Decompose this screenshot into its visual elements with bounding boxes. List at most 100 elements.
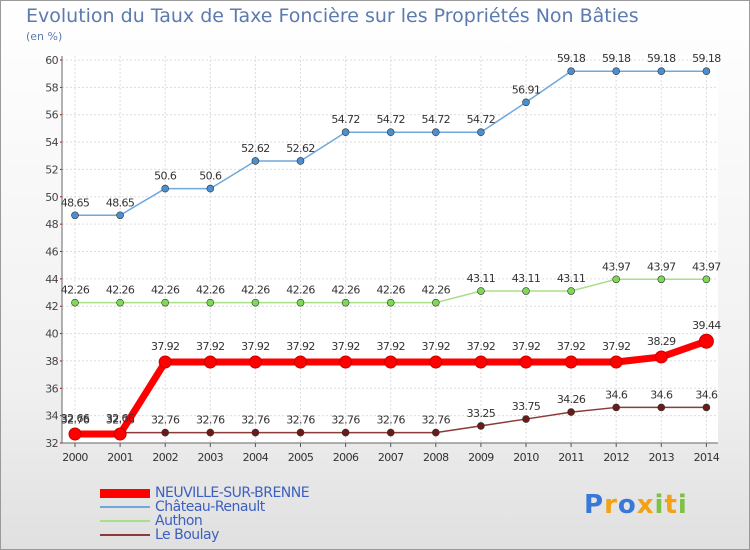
data-point-chateau-renault xyxy=(431,128,440,137)
data-point-authon xyxy=(161,298,169,307)
data-point-authon xyxy=(386,298,395,307)
x-tick-label: 2007 xyxy=(378,451,404,464)
data-label-authon: 42.26 xyxy=(331,284,360,297)
y-tick-label: 42 xyxy=(45,300,58,313)
data-label-authon: 42.26 xyxy=(422,284,451,297)
data-label-authon: 43.11 xyxy=(512,272,541,285)
data-point-authon xyxy=(522,287,530,295)
data-label-chateau-renault: 59.18 xyxy=(647,52,676,65)
data-point-le-boulay xyxy=(702,403,711,412)
data-point-neuville-sur-brenne xyxy=(68,427,82,441)
legend-swatch-chateau-renault xyxy=(100,506,150,508)
data-label-chateau-renault: 54.72 xyxy=(467,113,496,126)
data-point-authon xyxy=(341,298,350,307)
data-point-chateau-renault xyxy=(161,184,169,193)
data-point-authon xyxy=(657,275,666,284)
data-point-le-boulay xyxy=(522,415,530,423)
data-label-authon: 43.97 xyxy=(647,260,676,273)
data-point-chateau-renault xyxy=(386,128,395,137)
data-point-neuville-sur-brenne xyxy=(203,355,217,369)
data-point-le-boulay xyxy=(612,403,621,412)
x-tick-label: 2012 xyxy=(603,451,629,464)
data-label-chateau-renault: 52.62 xyxy=(241,142,270,155)
data-label-neuville-sur-brenne: 37.92 xyxy=(467,340,496,353)
data-label-authon: 42.26 xyxy=(106,284,135,297)
data-label-neuville-sur-brenne: 37.92 xyxy=(422,340,451,353)
data-label-chateau-renault: 50.6 xyxy=(154,170,177,183)
data-label-chateau-renault: 56.91 xyxy=(512,83,541,96)
y-tick-label: 46 xyxy=(45,246,58,259)
data-point-neuville-sur-brenne xyxy=(158,355,172,369)
data-label-neuville-sur-brenne: 38.29 xyxy=(647,335,676,348)
data-point-neuville-sur-brenne xyxy=(429,355,443,369)
data-point-le-boulay xyxy=(251,428,260,437)
data-label-neuville-sur-brenne: 37.92 xyxy=(557,340,586,353)
data-point-chateau-renault xyxy=(71,211,79,220)
data-point-neuville-sur-brenne xyxy=(698,333,714,349)
data-label-authon: 43.97 xyxy=(692,260,721,273)
data-point-chateau-renault xyxy=(251,157,260,165)
data-label-chateau-renault: 59.18 xyxy=(602,52,631,65)
data-point-authon xyxy=(702,275,711,284)
data-label-le-boulay: 32.76 xyxy=(196,414,225,427)
x-tick-label: 2009 xyxy=(468,451,494,464)
data-point-neuville-sur-brenne xyxy=(609,355,623,369)
data-point-chateau-renault xyxy=(341,128,350,137)
data-label-le-boulay: 34.6 xyxy=(695,388,718,401)
x-tick-label: 2004 xyxy=(243,451,269,464)
data-point-authon xyxy=(567,287,575,295)
x-tick-label: 2000 xyxy=(62,451,88,464)
data-label-le-boulay: 32.76 xyxy=(151,414,180,427)
data-point-le-boulay xyxy=(431,428,440,437)
data-point-authon xyxy=(477,287,485,295)
data-label-chateau-renault: 52.62 xyxy=(286,142,315,155)
proxiti-logo: Proxiti xyxy=(584,490,688,520)
legend-label: Authon xyxy=(155,513,203,529)
y-tick-label: 48 xyxy=(45,218,58,231)
legend-label: Château-Renault xyxy=(155,499,265,515)
data-point-authon xyxy=(612,275,621,284)
data-point-neuville-sur-brenne xyxy=(564,355,578,369)
data-point-le-boulay xyxy=(386,428,395,437)
y-tick-label: 50 xyxy=(45,191,58,204)
x-tick-label: 2003 xyxy=(197,451,223,464)
data-point-neuville-sur-brenne xyxy=(248,355,262,369)
legend-label: Le Boulay xyxy=(155,527,219,543)
x-tick-label: 2010 xyxy=(513,451,539,464)
data-point-le-boulay xyxy=(477,422,485,430)
data-label-authon: 42.26 xyxy=(196,284,225,297)
data-label-neuville-sur-brenne: 37.92 xyxy=(241,340,270,353)
data-label-le-boulay: 34.26 xyxy=(557,393,586,406)
data-point-neuville-sur-brenne xyxy=(654,350,668,364)
data-point-chateau-renault xyxy=(657,67,666,76)
data-point-authon xyxy=(71,298,79,307)
data-label-chateau-renault: 54.72 xyxy=(376,113,405,126)
x-tick-label: 2014 xyxy=(694,451,720,464)
y-tick-label: 44 xyxy=(45,273,58,286)
y-tick-label: 38 xyxy=(45,355,58,368)
data-point-neuville-sur-brenne xyxy=(474,355,488,369)
data-label-authon: 42.26 xyxy=(61,284,90,297)
data-label-neuville-sur-brenne: 37.92 xyxy=(151,340,180,353)
data-label-le-boulay: 32.76 xyxy=(331,414,360,427)
data-point-chateau-renault xyxy=(296,157,305,165)
legend-swatch-le-boulay xyxy=(100,534,150,536)
data-label-neuville-sur-brenne: 37.92 xyxy=(376,340,405,353)
x-tick-label: 2001 xyxy=(107,451,133,464)
data-point-authon xyxy=(296,298,305,307)
y-tick-label: 56 xyxy=(45,109,58,122)
data-point-chateau-renault xyxy=(612,67,621,76)
data-point-neuville-sur-brenne xyxy=(113,427,127,441)
y-tick-label: 40 xyxy=(45,328,58,341)
y-tick-label: 60 xyxy=(45,54,58,67)
x-tick-label: 2008 xyxy=(423,451,449,464)
data-label-neuville-sur-brenne: 37.92 xyxy=(331,340,360,353)
data-label-neuville-sur-brenne: 39.44 xyxy=(692,319,721,332)
data-label-neuville-sur-brenne: 37.92 xyxy=(602,340,631,353)
legend-swatch-authon xyxy=(100,520,150,522)
data-label-neuville-sur-brenne: 32.66 xyxy=(106,412,135,425)
y-tick-label: 32 xyxy=(45,437,58,450)
data-label-chateau-renault: 48.65 xyxy=(61,196,90,209)
data-point-authon xyxy=(116,298,124,307)
data-point-authon xyxy=(206,298,215,307)
